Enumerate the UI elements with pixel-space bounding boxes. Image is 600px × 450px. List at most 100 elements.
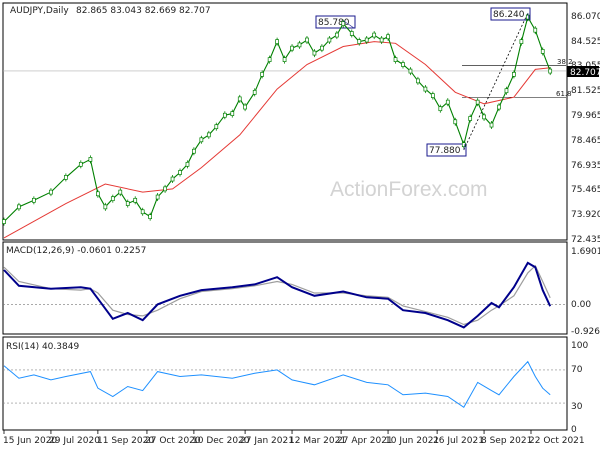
- macd-y-tick: -0.9263: [571, 327, 600, 337]
- price-point: [282, 57, 287, 62]
- macd-y-tick: 1.6901: [571, 247, 600, 257]
- price-point: [155, 194, 160, 200]
- price-point: [540, 49, 545, 54]
- price-point: [125, 201, 130, 206]
- rsi-title: RSI(14) 40.3849: [6, 342, 79, 352]
- x-tick: 27 Oct 2020: [145, 436, 201, 446]
- annotation-box: [315, 15, 356, 29]
- macd-plot: [3, 261, 566, 329]
- price-point: [305, 37, 309, 43]
- price-point: [357, 39, 362, 44]
- price-point: [533, 27, 538, 33]
- x-tick: 26 Jul 2021: [433, 436, 484, 446]
- price-point: [504, 88, 509, 94]
- price-point: [230, 111, 235, 116]
- price-point: [170, 176, 175, 182]
- price-point: [96, 191, 100, 197]
- price-point: [408, 68, 413, 74]
- annotation-connector: [463, 143, 466, 150]
- macd-y-tick: 0.00: [571, 300, 591, 310]
- price-point: [334, 32, 339, 38]
- x-tick: 10 Dec 2020: [192, 436, 250, 446]
- rsi-y-axis: 100 70 30 0: [571, 341, 588, 435]
- price-point: [548, 68, 553, 74]
- price-point: [118, 189, 123, 195]
- x-tick: 27 Apr 2021: [337, 436, 393, 446]
- price-point: [260, 71, 265, 77]
- price-point: [88, 157, 93, 162]
- annotation-label: 86.240: [493, 10, 525, 20]
- annotation-77880: 77.880: [426, 143, 467, 157]
- price-point: [163, 186, 167, 192]
- price-point: [199, 137, 204, 143]
- price-point: [468, 116, 473, 121]
- price-point: [320, 45, 324, 51]
- price-point: [32, 197, 36, 203]
- price-point: [312, 50, 317, 56]
- price-point: [438, 106, 443, 112]
- price-point: [349, 31, 354, 36]
- rsi-plot: [3, 360, 566, 434]
- main-y-tick: 79.965: [571, 111, 600, 121]
- rsi-line: [3, 360, 551, 409]
- main-y-tick: 84.525: [571, 37, 600, 47]
- price-point: [482, 114, 486, 120]
- fib-label-38: 38.2: [557, 58, 573, 66]
- price-point: [252, 89, 257, 95]
- price-point: [64, 175, 68, 180]
- main-y-tick: 81.525: [571, 86, 600, 96]
- price-point: [525, 14, 530, 20]
- x-tick: 10 Jun 2021: [385, 436, 439, 446]
- price-point: [393, 57, 398, 62]
- price-point: [290, 45, 294, 51]
- price-point: [214, 124, 219, 130]
- x-axis: 15 Jun 2020 29 Jul 2020 11 Sep 2020 27 O…: [3, 436, 585, 446]
- current-price-marker: [567, 66, 599, 77]
- price-point: [192, 148, 196, 154]
- price-point: [431, 93, 435, 98]
- annotation-box: [426, 143, 467, 157]
- price-point: [512, 71, 516, 77]
- annotation-connector: [527, 13, 530, 21]
- price-point: [2, 219, 6, 224]
- price-point: [178, 170, 182, 175]
- price-point: [386, 34, 390, 40]
- annotation-box: [490, 7, 531, 21]
- main-y-tick: 76.935: [571, 161, 600, 171]
- ohlc-values: 82.865 83.043 82.669 82.707: [76, 6, 211, 16]
- main-title: AUDJPY,Daily: [10, 6, 69, 16]
- current-price-label: 82.707: [570, 68, 600, 78]
- moving-average-line: [3, 41, 551, 239]
- price-point: [379, 37, 384, 43]
- macd-line: [3, 261, 552, 329]
- price-point: [423, 86, 428, 92]
- main-y-tick: 86.070: [571, 12, 600, 22]
- price-point: [445, 99, 450, 105]
- price-point: [364, 37, 369, 43]
- fib-label-61: 61.8: [556, 90, 572, 98]
- price-point: [78, 161, 83, 167]
- price-point: [206, 132, 211, 138]
- price-point: [297, 42, 302, 48]
- rsi-y-tick: 30: [571, 402, 583, 412]
- price-point: [110, 196, 115, 202]
- x-tick: 12 Mar 2021: [289, 436, 346, 446]
- price-point: [275, 39, 279, 44]
- watermark: ActionForex.com: [330, 178, 488, 201]
- price-point: [341, 21, 346, 26]
- price-point: [497, 104, 501, 110]
- annotation-85780: 85.780: [315, 15, 356, 29]
- price-point: [140, 209, 145, 215]
- price-point: [453, 119, 458, 125]
- price-point: [185, 161, 190, 167]
- macd-y-axis: 1.6901 0.00 -0.9263: [571, 247, 600, 337]
- main-y-tick: 75.465: [571, 185, 600, 195]
- price-point: [519, 39, 524, 44]
- annotation-label: 77.880: [429, 146, 461, 156]
- price-point: [237, 96, 242, 102]
- price-point: [243, 104, 247, 110]
- main-panel: [2, 2, 568, 241]
- rsi-y-tick: 100: [571, 341, 588, 351]
- current-price-tag: 82.707: [567, 66, 600, 78]
